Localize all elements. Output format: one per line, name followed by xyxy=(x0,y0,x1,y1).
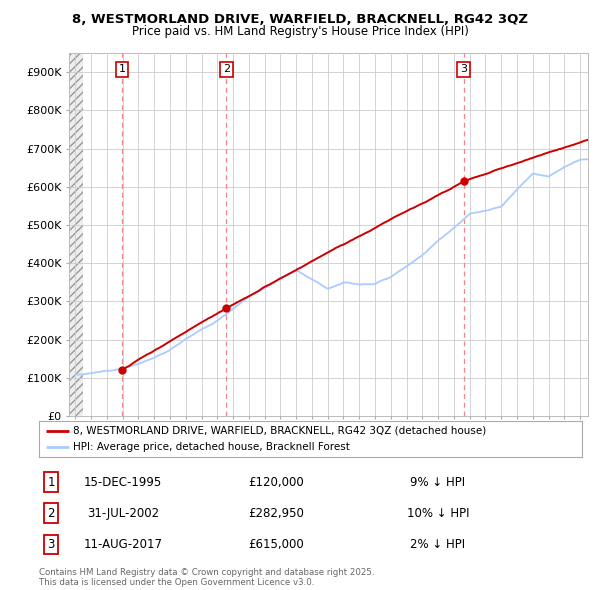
Text: Contains HM Land Registry data © Crown copyright and database right 2025.
This d: Contains HM Land Registry data © Crown c… xyxy=(39,568,374,587)
Text: 9% ↓ HPI: 9% ↓ HPI xyxy=(410,476,466,489)
Text: 1: 1 xyxy=(119,64,125,74)
Text: 8, WESTMORLAND DRIVE, WARFIELD, BRACKNELL, RG42 3QZ (detached house): 8, WESTMORLAND DRIVE, WARFIELD, BRACKNEL… xyxy=(73,425,486,435)
Text: 11-AUG-2017: 11-AUG-2017 xyxy=(83,538,163,551)
Text: £282,950: £282,950 xyxy=(248,507,304,520)
Text: 2% ↓ HPI: 2% ↓ HPI xyxy=(410,538,466,551)
Text: 2: 2 xyxy=(47,507,55,520)
Text: HPI: Average price, detached house, Bracknell Forest: HPI: Average price, detached house, Brac… xyxy=(73,442,350,453)
Text: 3: 3 xyxy=(47,538,55,551)
Text: 8, WESTMORLAND DRIVE, WARFIELD, BRACKNELL, RG42 3QZ: 8, WESTMORLAND DRIVE, WARFIELD, BRACKNEL… xyxy=(72,13,528,26)
Text: £615,000: £615,000 xyxy=(248,538,304,551)
Text: 2: 2 xyxy=(223,64,230,74)
Text: 3: 3 xyxy=(460,64,467,74)
Text: 31-JUL-2002: 31-JUL-2002 xyxy=(87,507,159,520)
Text: £120,000: £120,000 xyxy=(248,476,304,489)
Text: Price paid vs. HM Land Registry's House Price Index (HPI): Price paid vs. HM Land Registry's House … xyxy=(131,25,469,38)
Text: 1: 1 xyxy=(47,476,55,489)
Bar xyxy=(69,53,83,416)
Text: 10% ↓ HPI: 10% ↓ HPI xyxy=(407,507,469,520)
Text: 15-DEC-1995: 15-DEC-1995 xyxy=(84,476,162,489)
